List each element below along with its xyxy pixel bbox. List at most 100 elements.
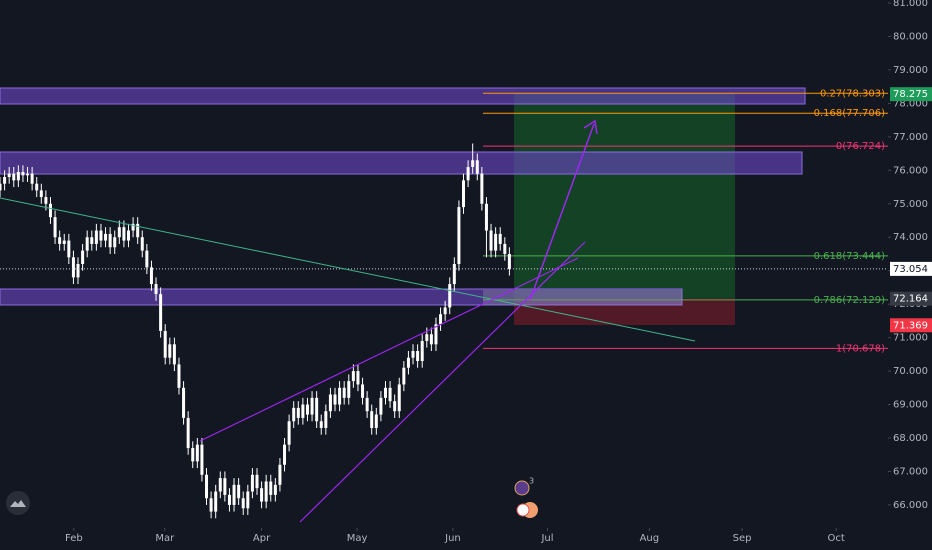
x-tick-label: Jun: [444, 533, 461, 544]
candle-body: [347, 381, 351, 398]
candle-body: [195, 444, 199, 462]
candle-body: [388, 387, 392, 402]
candle-body: [356, 371, 360, 385]
y-tick-label: 77.000: [893, 132, 928, 143]
event-icon[interactable]: [514, 480, 530, 496]
candle-body: [383, 387, 387, 398]
candle-body: [338, 387, 342, 405]
candle-body: [439, 314, 443, 325]
candle-body: [260, 488, 264, 502]
candle-body: [374, 414, 378, 428]
candle-body: [370, 411, 374, 428]
candle-body: [104, 233, 108, 241]
logo-icon: [10, 500, 26, 507]
x-tick-label: Oct: [827, 533, 844, 544]
logo-button[interactable]: [6, 491, 30, 515]
icons: 3: [6, 477, 538, 518]
candle-body: [480, 173, 484, 204]
candle-body: [429, 334, 433, 345]
fib-label: 0.27(78.303): [820, 88, 885, 99]
candle-body: [44, 197, 48, 204]
candle-body: [177, 364, 181, 388]
candle-body: [154, 284, 158, 295]
candle-body: [471, 160, 475, 167]
candle-body: [397, 384, 401, 412]
y-tick-label: 66.000: [893, 500, 928, 511]
candle-body: [416, 350, 420, 362]
candle-body: [53, 217, 57, 238]
candle-body: [131, 223, 135, 231]
candle-body: [16, 171, 20, 181]
candle-body: [462, 180, 466, 208]
fib-label: 0.618(73.444): [814, 251, 886, 262]
candle-body: [12, 173, 16, 181]
candle-body: [301, 404, 305, 418]
trend-lines: [0, 119, 696, 523]
candle-body: [241, 498, 245, 509]
candle-body: [310, 397, 314, 415]
candle-body: [168, 344, 172, 358]
candle-body: [287, 421, 291, 445]
candle-body: [365, 397, 369, 412]
price-badge: [890, 318, 932, 333]
candle-body: [81, 250, 85, 264]
price-badge-label: 72.164: [893, 294, 928, 305]
drawings: [0, 87, 806, 325]
arrow-line: [529, 123, 595, 301]
candle-body: [489, 230, 493, 251]
axes: 66.00067.00068.00069.00070.00071.00072.0…: [65, 0, 932, 544]
x-tick-label: Jul: [540, 533, 553, 544]
candle-body: [186, 417, 190, 449]
candle-body: [448, 284, 452, 308]
candle-body: [214, 491, 218, 512]
candle-body: [67, 240, 71, 258]
x-tick-label: Feb: [65, 533, 83, 544]
candle-body: [108, 233, 112, 248]
candle-body: [393, 401, 397, 412]
candle-body: [149, 267, 153, 285]
x-tick-label: Mar: [155, 533, 175, 544]
candle-body: [209, 498, 213, 512]
candle-body: [273, 484, 277, 495]
candle-body: [328, 394, 332, 412]
y-tick-label: 70.000: [893, 366, 928, 377]
candle-body: [227, 494, 231, 505]
candle-body: [94, 230, 98, 244]
candle-body: [250, 474, 254, 492]
candle-body: [503, 243, 507, 254]
highlight-box: [483, 290, 682, 305]
candle-body: [3, 177, 7, 184]
price-badge: [890, 261, 932, 276]
candle-body: [457, 207, 461, 264]
event-icon[interactable]: [516, 503, 530, 517]
candle-body: [305, 404, 309, 415]
candle-body: [182, 387, 186, 418]
candle-body: [507, 253, 511, 269]
candle-body: [99, 230, 103, 241]
candle-body: [122, 227, 126, 241]
candle-body: [232, 484, 236, 505]
y-tick-label: 78.000: [893, 98, 928, 109]
candle-body: [315, 397, 319, 422]
price-badge: [890, 291, 932, 306]
candle-body: [90, 237, 94, 244]
candle-body: [76, 264, 80, 278]
candle-body: [140, 237, 144, 251]
candle-body: [30, 173, 34, 184]
candle-body: [172, 344, 176, 365]
candle-body: [498, 233, 502, 244]
fib-label: 0(76.724): [836, 141, 885, 152]
candle-body: [484, 203, 488, 231]
candle-body: [0, 183, 2, 191]
candle-body: [494, 233, 498, 251]
y-tick-label: 75.000: [893, 199, 928, 210]
price-badge-label: 73.054: [893, 264, 928, 275]
y-tick-label: 76.000: [893, 165, 928, 176]
resistance-zone: [0, 151, 803, 175]
fib-label: 1(70.678): [836, 343, 885, 354]
support-zone: [0, 288, 683, 306]
candle-body: [342, 387, 346, 398]
candle-body: [411, 350, 415, 358]
